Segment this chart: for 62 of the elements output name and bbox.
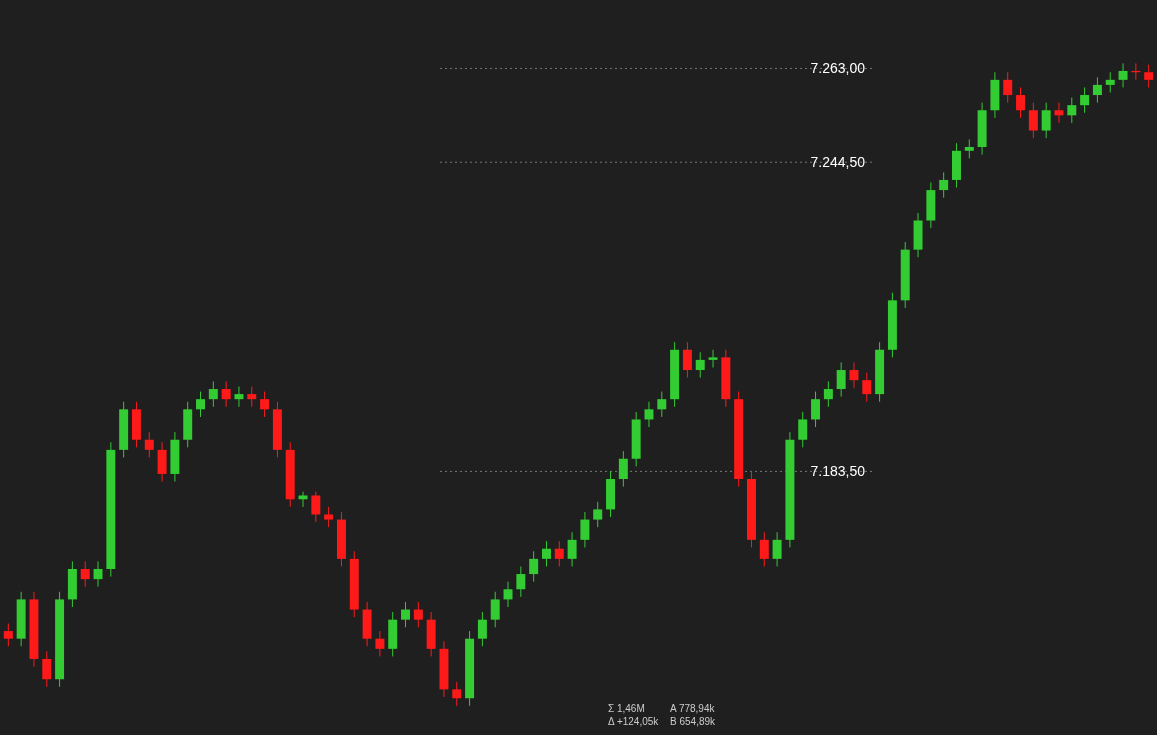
candlestick <box>823 380 833 408</box>
candlestick <box>260 391 270 418</box>
annotation: Σ 1,46M <box>608 703 645 714</box>
candlestick <box>580 511 590 548</box>
candlestick <box>657 391 667 418</box>
candlestick <box>503 581 513 608</box>
candlestick <box>452 681 462 707</box>
ref-line-label: 7.183,50 <box>810 463 866 480</box>
candlestick <box>1041 102 1051 139</box>
candlestick <box>3 622 13 647</box>
candlestick <box>529 550 539 583</box>
candlestick <box>567 531 577 567</box>
candlestick <box>618 450 628 488</box>
candlestick <box>541 540 551 567</box>
candlestick <box>695 351 705 379</box>
ref-line-label: 7.244,50 <box>810 154 866 171</box>
candlestick <box>593 501 603 528</box>
candlestick <box>477 611 487 647</box>
candlestick <box>772 531 782 567</box>
candlestick <box>682 341 692 379</box>
annotation: Δ +124,05k <box>608 716 660 727</box>
candlestick <box>1067 97 1077 124</box>
candlestick <box>849 361 859 389</box>
candlestick <box>490 591 500 628</box>
candlestick <box>1054 102 1064 124</box>
annotation: B 654,89k <box>670 716 717 727</box>
candlestick <box>1092 76 1102 104</box>
candlestick <box>144 431 154 458</box>
candlestick <box>939 171 949 199</box>
candlestick <box>554 540 564 567</box>
candlestick <box>413 601 423 628</box>
candlestick <box>234 386 244 408</box>
candlestick <box>1144 64 1154 88</box>
candlestick <box>401 601 411 628</box>
candlestick <box>1080 86 1090 114</box>
candlestick <box>93 560 103 588</box>
candlestick <box>964 138 974 159</box>
candlestick <box>708 349 718 368</box>
candlestick <box>247 386 257 408</box>
candlestick <box>798 411 808 448</box>
candlestick <box>196 391 206 418</box>
candlestick <box>1003 71 1013 104</box>
candlestick <box>1016 86 1026 119</box>
ref-line-label: 7.263,00 <box>810 60 866 77</box>
candlestick <box>516 565 526 598</box>
candlestick <box>221 380 231 408</box>
candlestick <box>42 650 52 688</box>
annotation: A 778,94k <box>670 703 716 714</box>
candlestick <box>862 372 872 403</box>
candlestick <box>375 630 385 657</box>
candlestick <box>836 361 846 398</box>
candlestick <box>324 506 334 528</box>
candlestick <box>298 491 308 508</box>
candlestick <box>208 380 218 408</box>
candlestick <box>1105 71 1115 94</box>
candlestick <box>811 391 821 428</box>
candlestick <box>759 531 769 567</box>
candlestick <box>311 491 321 523</box>
candlestick <box>644 401 654 428</box>
candlestick <box>80 560 90 588</box>
candlestick <box>1118 62 1128 88</box>
candlestick <box>1028 102 1038 139</box>
